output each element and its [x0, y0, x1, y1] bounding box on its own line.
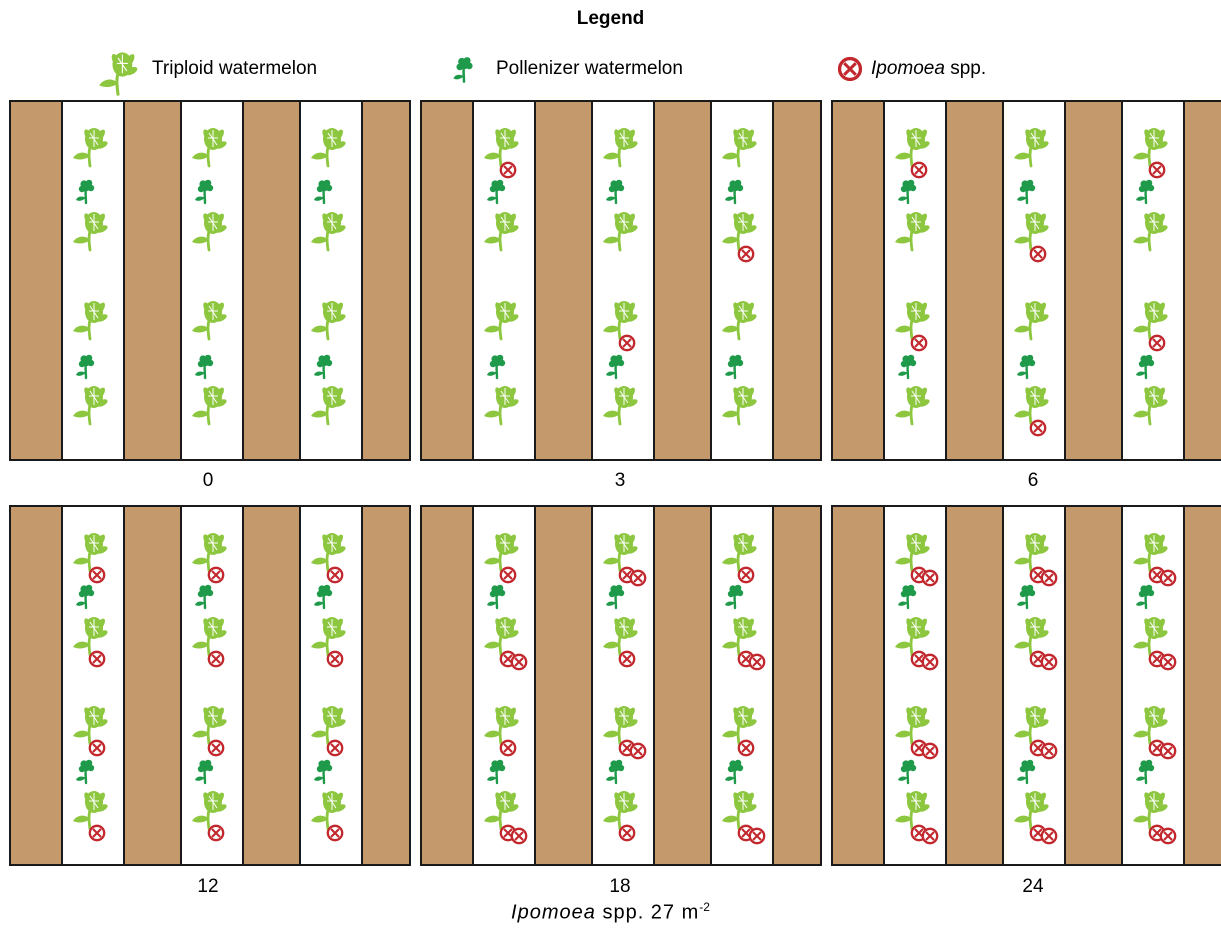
ipomoea-marker-icon	[207, 824, 225, 842]
caption-genus: Ipomoea	[511, 901, 596, 924]
ipomoea-marker-icon	[910, 334, 928, 352]
ipomoea-marker-icon	[629, 742, 647, 760]
ipomoea-marker-icon	[510, 827, 528, 845]
ipomoea-marker-icon	[88, 824, 106, 842]
ipomoea-marker-icon	[1040, 827, 1058, 845]
legend-title: Legend	[576, 8, 645, 29]
panel-label-6: 6	[1027, 470, 1039, 491]
panel-frame	[9, 100, 411, 461]
ipomoea-marker-icon	[921, 569, 939, 587]
panel-0	[9, 100, 411, 461]
density-caption: Ipomoea spp. 27 m-2	[0, 900, 1221, 925]
ipomoea-marker-icon	[88, 566, 106, 584]
ipomoea-marker-icon	[1159, 653, 1177, 671]
ipomoea-marker-icon	[618, 334, 636, 352]
panel-18	[420, 505, 822, 866]
triploid-watermelon-icon	[97, 50, 141, 96]
ipomoea-marker-icon	[1040, 569, 1058, 587]
ipomoea-marker-icon	[921, 742, 939, 760]
panel-3	[420, 100, 822, 461]
panel-label-24: 24	[1022, 876, 1044, 897]
ipomoea-marker-icon	[326, 566, 344, 584]
pollenizer-watermelon-icon	[452, 55, 474, 83]
panel-frame	[420, 100, 822, 461]
ipomoea-marker-icon	[1159, 742, 1177, 760]
ipomoea-marker-icon	[207, 566, 225, 584]
ipomoea-marker-icon	[1040, 742, 1058, 760]
ipomoea-marker-icon	[326, 824, 344, 842]
ipomoea-marker-icon	[510, 653, 528, 671]
ipomoea-marker-icon	[618, 650, 636, 668]
ipomoea-marker-icon	[1148, 161, 1166, 179]
ipomoea-marker-icon	[1159, 827, 1177, 845]
ipomoea-marker-icon	[326, 739, 344, 757]
ipomoea-marker-icon	[326, 650, 344, 668]
ipomoea-marker-icon	[1029, 419, 1047, 437]
ipomoea-marker-icon	[737, 739, 755, 757]
legend-label-ipomoea-rest: spp.	[944, 58, 987, 79]
ipomoea-marker-icon	[499, 566, 517, 584]
ipomoea-marker-icon	[737, 245, 755, 263]
legend-label-ipomoea: Ipomoea spp.	[871, 58, 986, 80]
ipomoea-marker-icon	[1029, 245, 1047, 263]
ipomoea-marker-icon	[837, 56, 863, 82]
ipomoea-marker-icon	[1148, 334, 1166, 352]
ipomoea-marker-icon	[618, 824, 636, 842]
panel-label-0: 0	[202, 470, 214, 491]
legend-label-triploid: Triploid watermelon	[152, 58, 318, 79]
ipomoea-marker-icon	[748, 653, 766, 671]
panel-label-3: 3	[614, 470, 626, 491]
ipomoea-marker-icon	[737, 566, 755, 584]
ipomoea-marker-icon	[910, 161, 928, 179]
ipomoea-marker-icon	[499, 161, 517, 179]
ipomoea-marker-icon	[629, 569, 647, 587]
ipomoea-marker-icon	[207, 650, 225, 668]
panel-frame	[420, 505, 822, 866]
panel-12	[9, 505, 411, 866]
ipomoea-marker-icon	[748, 827, 766, 845]
panel-6	[831, 100, 1221, 461]
ipomoea-marker-icon	[499, 739, 517, 757]
ipomoea-marker-icon	[207, 739, 225, 757]
panel-frame	[831, 100, 1221, 461]
panel-24	[831, 505, 1221, 866]
panel-label-18: 18	[609, 876, 631, 897]
ipomoea-marker-icon	[1040, 653, 1058, 671]
caption-superscript: -2	[699, 900, 710, 914]
caption-text: spp. 27 m	[595, 901, 700, 924]
panel-frame	[9, 505, 411, 866]
ipomoea-marker-icon	[88, 739, 106, 757]
panel-label-12: 12	[197, 876, 219, 897]
ipomoea-marker-icon	[88, 650, 106, 668]
legend-label-pollenizer: Pollenizer watermelon	[496, 58, 683, 79]
ipomoea-marker-icon	[921, 653, 939, 671]
ipomoea-marker-icon	[1159, 569, 1177, 587]
panel-frame	[831, 505, 1221, 866]
ipomoea-marker-icon	[921, 827, 939, 845]
legend-label-ipomoea-genus: Ipomoea	[871, 58, 945, 79]
